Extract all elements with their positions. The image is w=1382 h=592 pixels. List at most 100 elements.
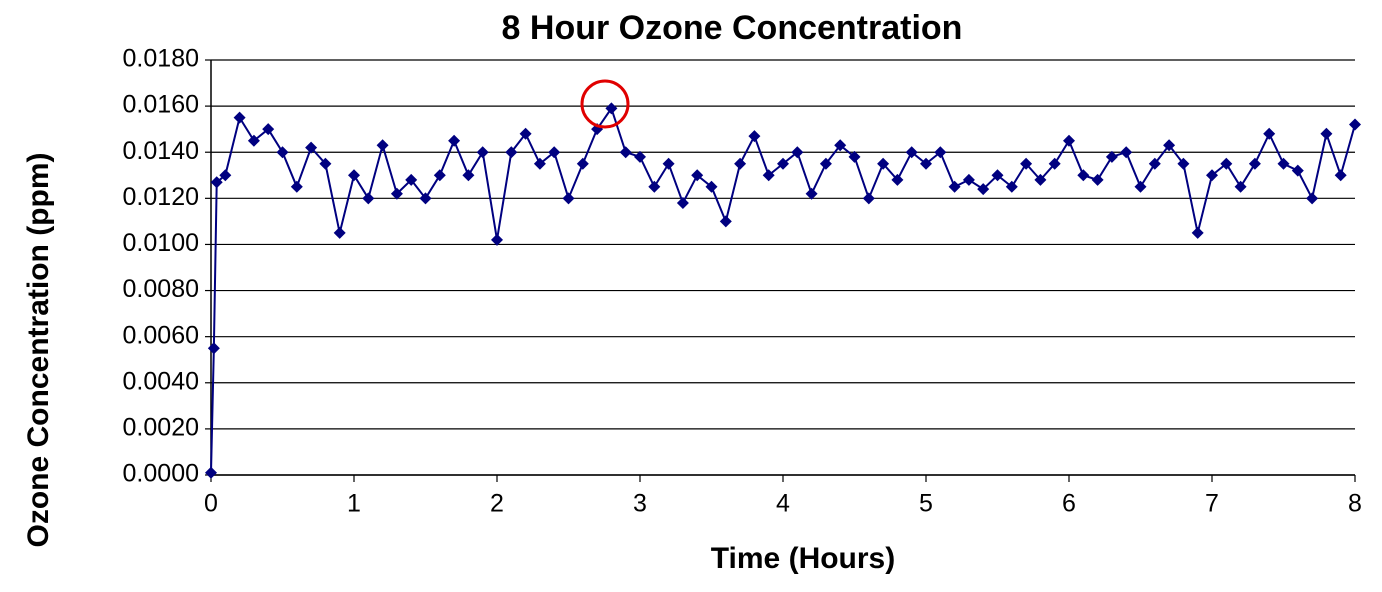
data-point [1220,157,1233,170]
data-point [205,466,217,479]
series [205,102,1361,479]
data-point [977,183,990,196]
data-point [1163,139,1176,152]
data-point [1020,157,1033,170]
data-point [519,127,532,140]
data-point [462,169,475,182]
data-point [1063,134,1075,147]
axes [210,60,1355,476]
data-point [405,173,418,186]
data-point [934,146,947,159]
data-point [305,141,318,154]
data-point [1277,157,1290,170]
data-point [219,169,232,182]
data-point [605,102,618,115]
data-point [390,187,403,200]
data-point [777,157,789,170]
data-point [1234,180,1247,193]
data-point [1349,118,1361,131]
data-point [1191,226,1204,239]
data-point [848,150,861,163]
y-tick-label: 0.0080 [123,275,199,303]
data-point [634,150,646,163]
data-point [719,215,732,228]
data-point [433,169,446,182]
data-point [591,123,604,136]
x-tick-label: 6 [1062,490,1076,518]
data-point [290,180,303,193]
data-point [962,173,975,186]
data-point [247,134,260,147]
y-tick-label: 0.0020 [123,413,199,441]
data-point [1177,157,1190,170]
data-point [207,342,220,355]
data-point [748,130,761,143]
data-point [705,180,718,193]
data-point [805,187,818,200]
data-point [1134,180,1147,193]
data-point [877,157,890,170]
y-tick-label: 0.0120 [123,183,199,211]
data-point [533,157,546,170]
data-point [262,123,275,136]
data-point [333,226,346,239]
data-point [376,139,389,152]
x-tick-label: 5 [919,490,933,518]
data-point [448,134,461,147]
data-point [691,169,704,182]
data-point [819,157,832,170]
data-point [1248,157,1261,170]
data-point [791,146,804,159]
y-tick-label: 0.0140 [123,137,199,165]
data-point [1148,157,1161,170]
x-tick-label: 1 [347,490,361,518]
data-point [1034,173,1047,186]
data-point [905,146,918,159]
chart-title: 8 Hour Ozone Concentration [502,9,963,47]
y-axis-label: Ozone Concentration (ppm) [22,153,55,548]
data-point [548,146,561,159]
data-point [762,169,775,182]
y-tick-label: 0.0180 [123,45,199,73]
data-point [948,180,961,193]
data-point [491,233,503,246]
data-point [676,196,689,209]
data-point [648,180,661,193]
data-point [1320,127,1333,140]
data-point [233,111,246,124]
x-tick-label: 2 [490,490,504,518]
data-point [619,146,632,159]
highlight-circle [580,79,630,129]
data-point [1005,180,1018,193]
grid [205,59,1356,482]
data-point [562,192,575,205]
data-point [210,176,223,189]
y-tick-label: 0.0160 [123,91,199,119]
y-tick-label: 0.0100 [123,229,199,257]
data-point [1120,146,1133,159]
x-tick-label: 0 [204,490,218,518]
data-point [576,157,589,170]
x-axis-label: Time (Hours) [711,542,895,575]
data-point [662,157,675,170]
data-point [1306,192,1319,205]
x-tick-label: 4 [776,490,790,518]
data-point [348,169,360,182]
data-point [734,157,747,170]
x-tick-label: 7 [1205,490,1219,518]
data-point [1206,169,1218,182]
data-point [1091,173,1104,186]
data-point [476,146,489,159]
data-point [991,169,1004,182]
data-point [1334,169,1347,182]
data-point [1263,127,1276,140]
data-point [862,192,875,205]
data-point [1077,169,1090,182]
data-point [920,157,932,170]
data-point [319,157,332,170]
data-point [1291,164,1304,177]
y-tick-label: 0.0000 [123,460,199,488]
data-point [1105,150,1118,163]
data-point [419,192,432,205]
